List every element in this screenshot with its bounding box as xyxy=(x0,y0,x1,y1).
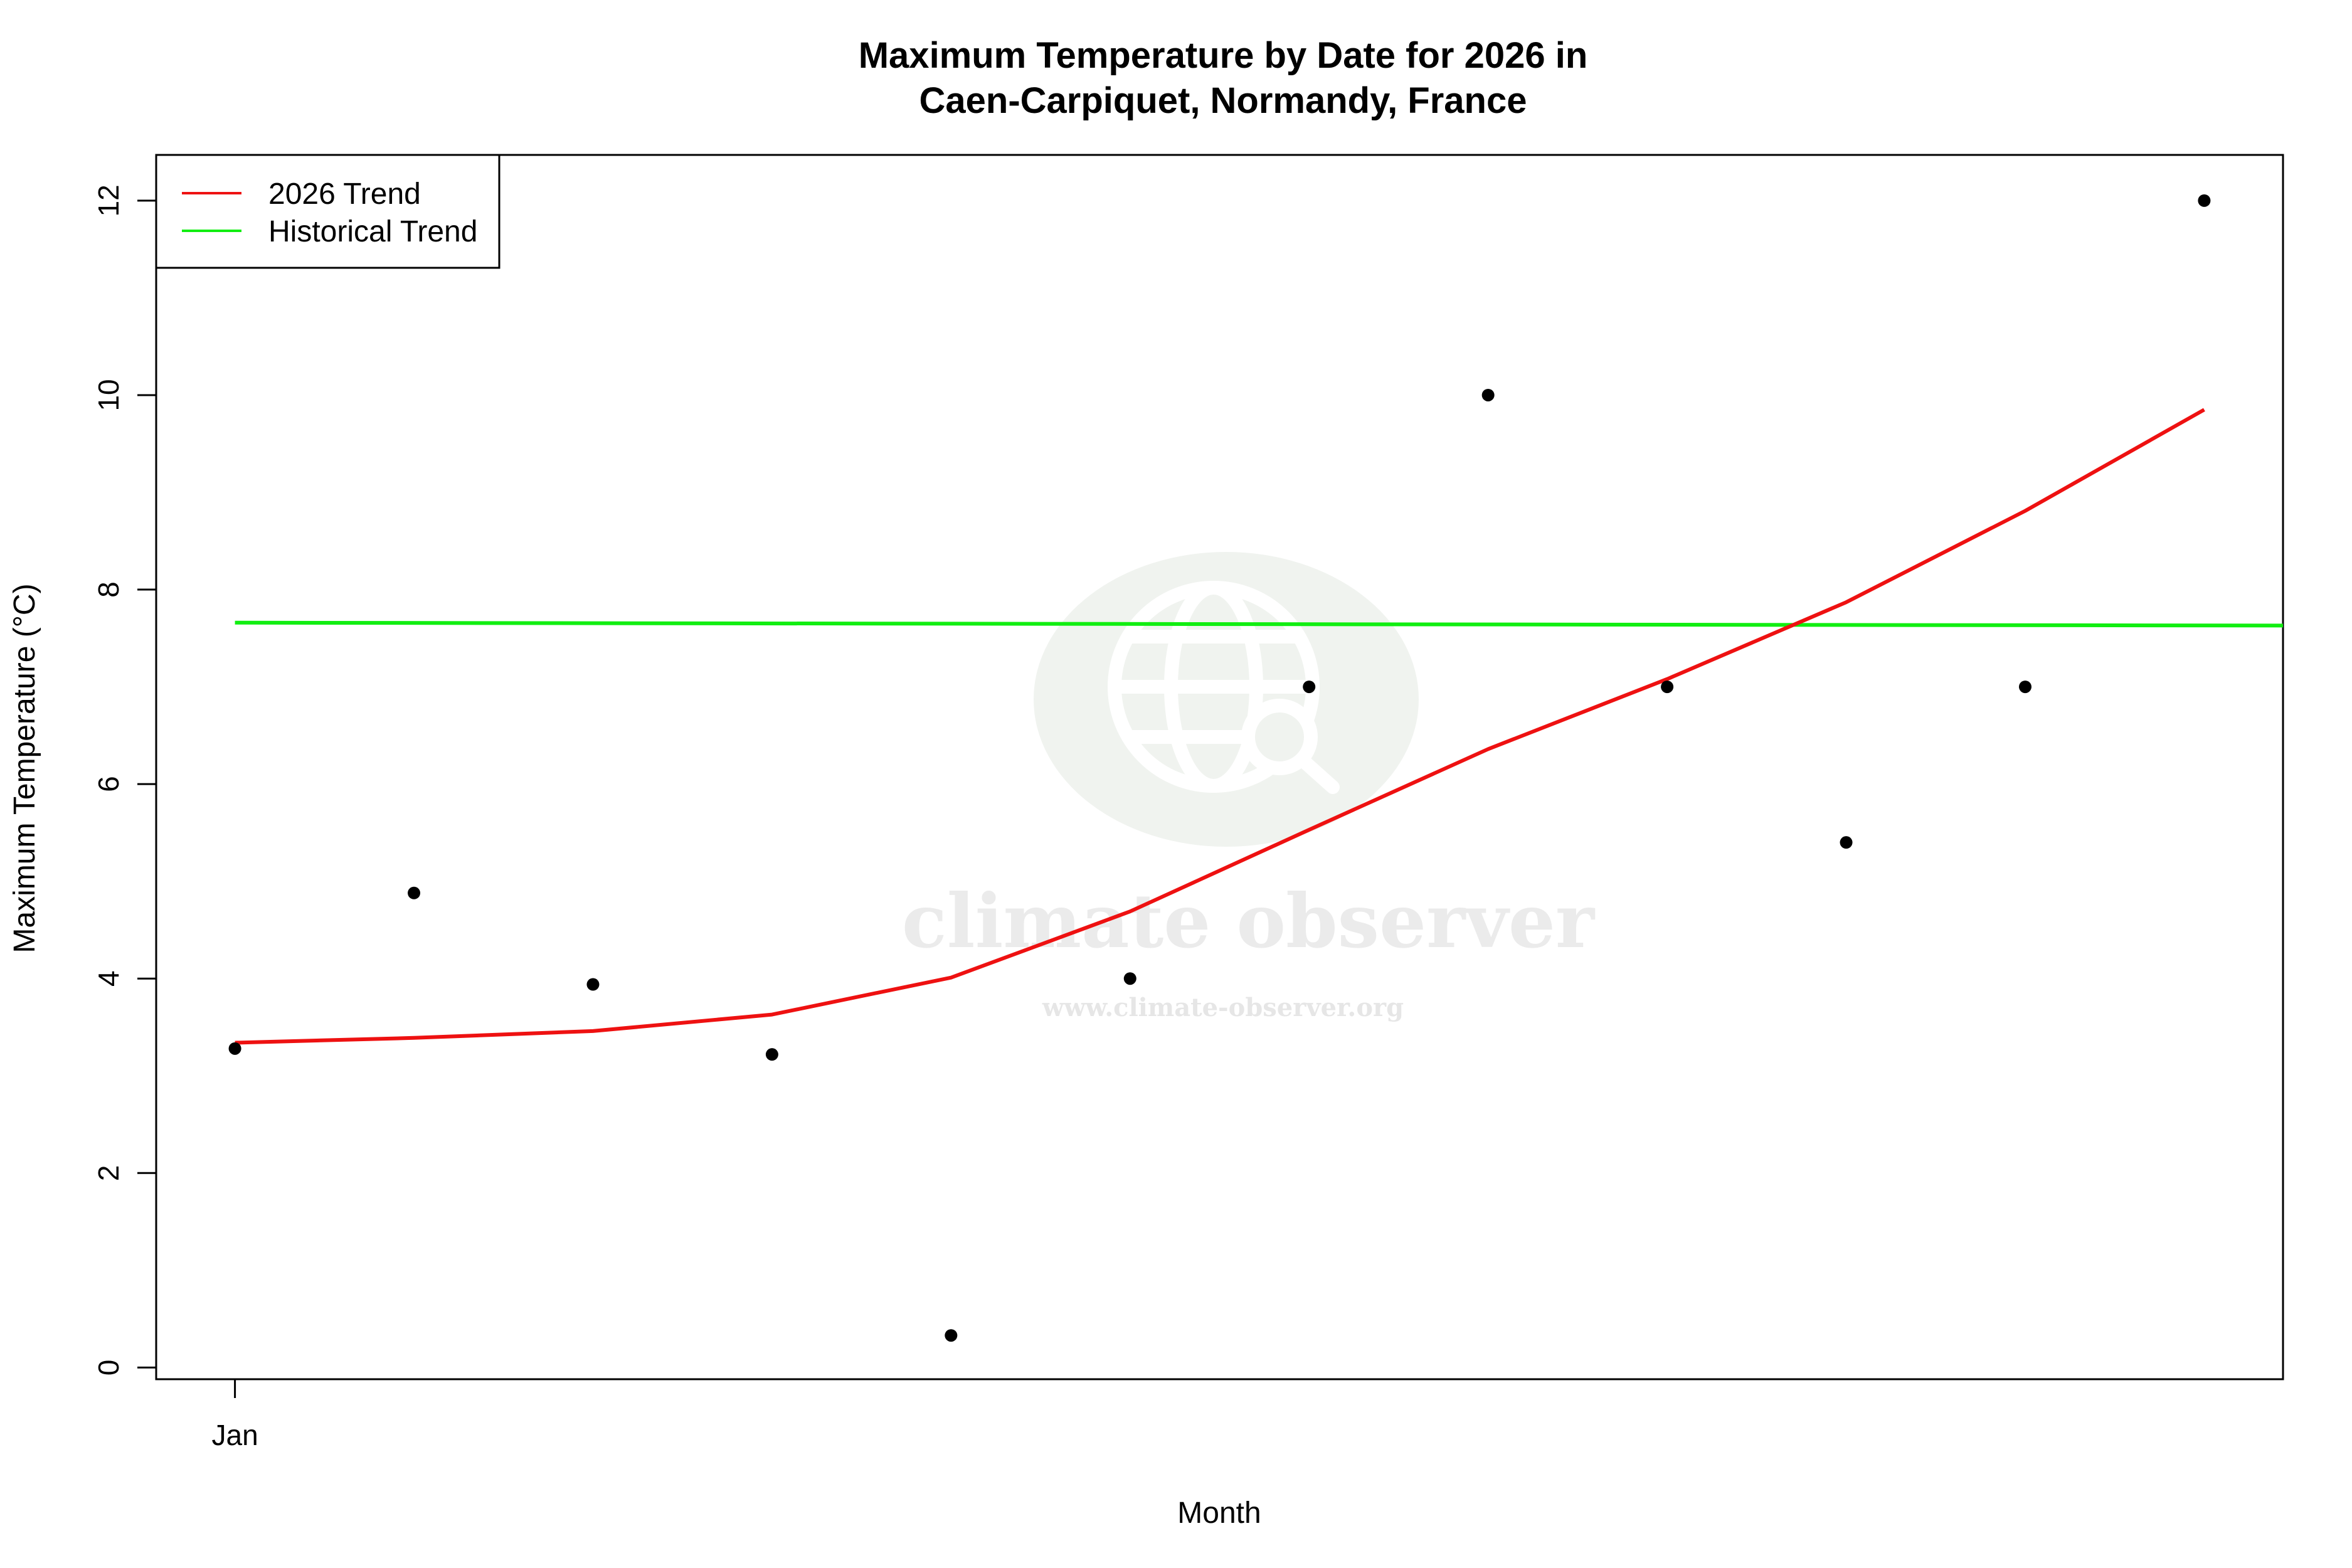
y-tick-label: 0 xyxy=(92,1360,125,1376)
data-point xyxy=(1303,681,1316,694)
chart-title-line-1: Maximum Temperature by Date for 2026 in xyxy=(859,35,1588,76)
y-tick-label: 8 xyxy=(92,581,125,598)
data-point xyxy=(1123,972,1136,985)
series-line-2026-trend xyxy=(235,408,2205,1045)
y-tick-label: 6 xyxy=(92,776,125,792)
x-tick-label: Jan xyxy=(212,1419,258,1451)
legend-label-2026-trend: 2026 Trend xyxy=(268,177,421,211)
data-point xyxy=(586,978,600,991)
data-point xyxy=(2018,681,2032,694)
data-point xyxy=(1661,681,1674,694)
y-axis: 0 2 4 6 8 10 12 xyxy=(92,184,157,1376)
x-axis-title: Month xyxy=(1177,1496,1261,1530)
x-axis: Jan xyxy=(212,1379,258,1451)
data-point xyxy=(945,1329,958,1342)
legend-label-historical-trend: Historical Trend xyxy=(268,215,477,248)
y-tick-label: 12 xyxy=(92,184,125,216)
watermark-brand: climate observer xyxy=(902,877,1596,965)
points-layer xyxy=(228,194,2211,1342)
legend: 2026 Trend Historical Trend xyxy=(155,154,501,269)
data-point xyxy=(1481,388,1495,401)
watermark-url: www.climate-observer.org xyxy=(1042,993,1404,1022)
data-point xyxy=(765,1048,778,1061)
y-tick-label: 2 xyxy=(92,1165,125,1182)
y-tick-label: 10 xyxy=(92,379,125,411)
legend-box xyxy=(155,154,501,269)
series-line-historical-trend xyxy=(235,620,2284,628)
chart-title-line-2: Caen-Carpiquet, Normandy, France xyxy=(919,80,1527,121)
data-point xyxy=(2198,194,2211,207)
data-point xyxy=(1840,836,1853,849)
data-point xyxy=(228,1042,241,1055)
y-axis-title: Maximum Temperature (°C) xyxy=(8,583,41,953)
series-layer xyxy=(235,408,2284,1045)
y-tick-label: 4 xyxy=(92,970,125,987)
data-point xyxy=(408,886,421,899)
